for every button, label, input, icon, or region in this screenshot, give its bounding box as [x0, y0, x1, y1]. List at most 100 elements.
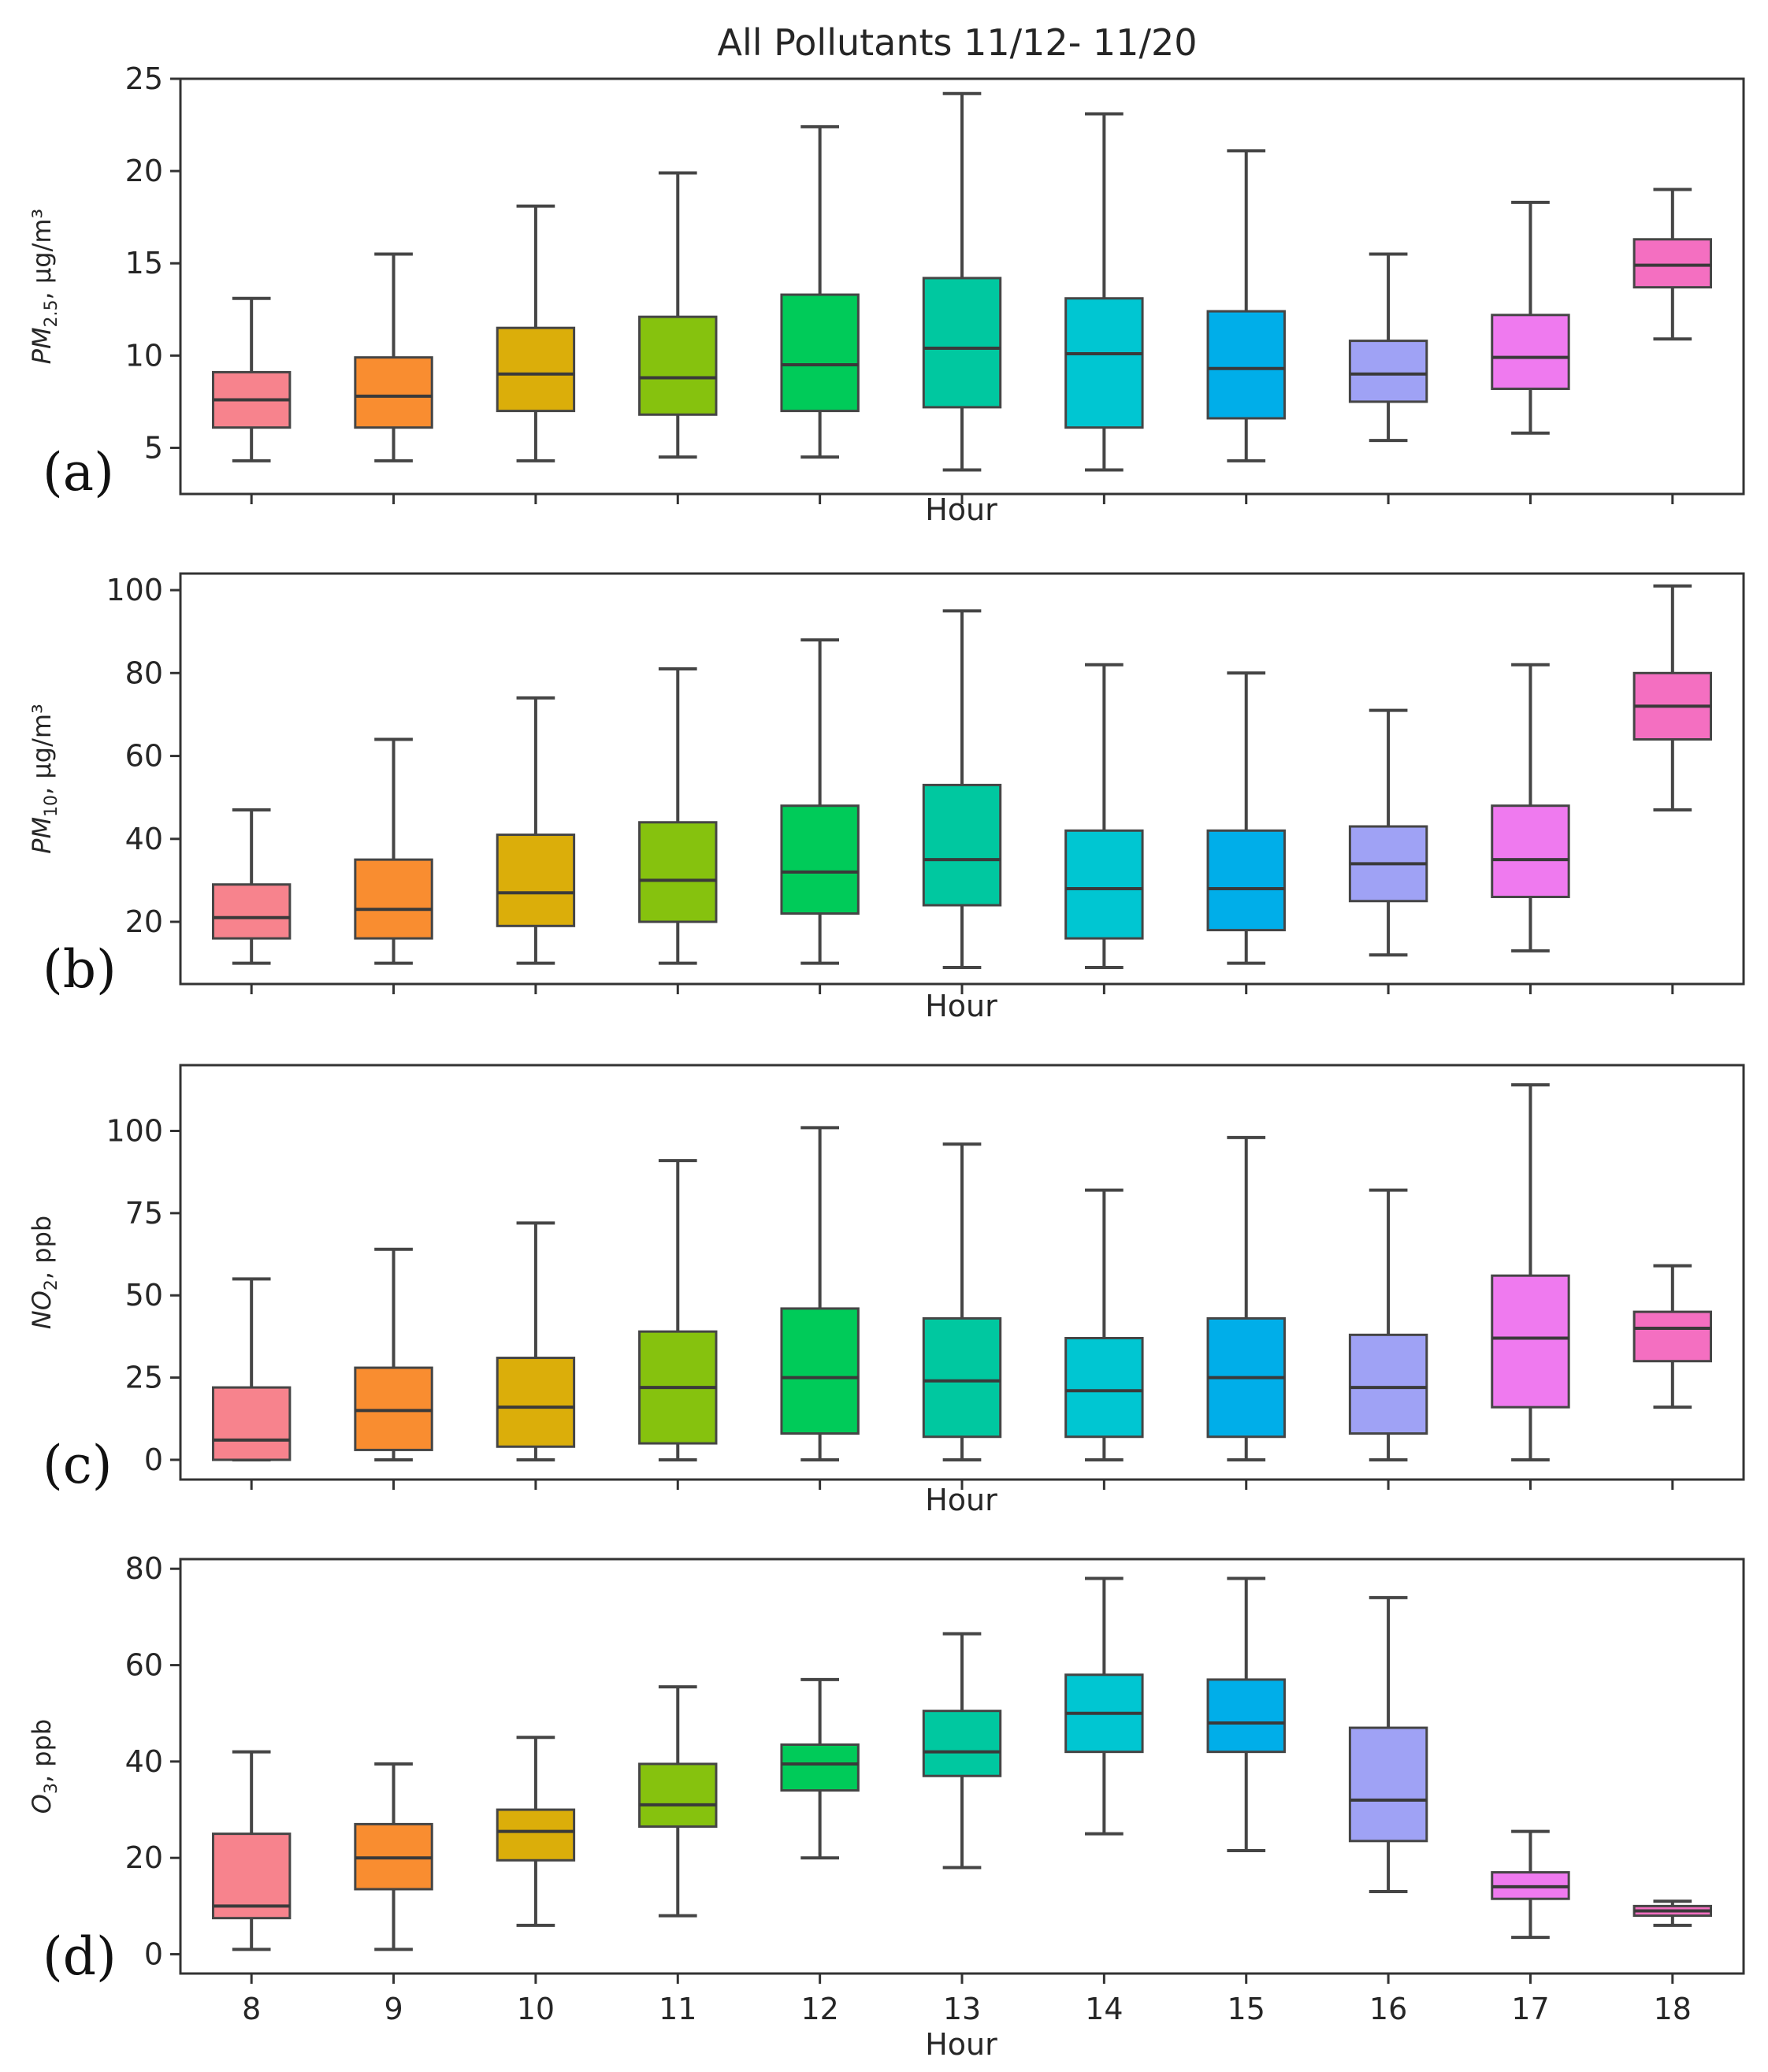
x-tick-label: 18 [1654, 1992, 1692, 2026]
y-tick-label: 40 [125, 1744, 163, 1779]
y-axis-label: PM2.5, μg/m³ [27, 209, 61, 365]
box-hour-13 [922, 1632, 1002, 1870]
box-iqr [354, 356, 433, 429]
box-iqr [1491, 1274, 1570, 1409]
x-axis-label: Hour [925, 492, 997, 527]
box-hour-14 [1064, 1576, 1144, 1836]
panel-b: 20 40 60 80 100 Hour PM10, μg/m³ (b) [27, 572, 1745, 1023]
box-hour-8 [211, 296, 292, 462]
box-hour-13 [922, 1142, 1002, 1461]
y-tick-label: 20 [125, 1840, 163, 1875]
x-tick-label: 12 [800, 1992, 838, 2026]
box-iqr [1632, 238, 1713, 289]
panel-c: 0 25 50 75 100 Hour NO2, ppb (c) [27, 1064, 1745, 1517]
y-axis-label-unit: , ppb [27, 1216, 57, 1279]
box-iqr [1491, 314, 1570, 390]
y-tick-label: 40 [125, 822, 163, 856]
box-hour-9 [354, 737, 433, 965]
box-hour-17 [1491, 663, 1570, 952]
box-hour-14 [1064, 112, 1144, 472]
y-axis-label-unit: , μg/m³ [27, 704, 57, 795]
panel-label: (c) [43, 1435, 112, 1495]
x-tick-label: 15 [1228, 1992, 1265, 2026]
box-hour-13 [922, 91, 1002, 472]
y-axis-label: PM10, μg/m³ [27, 704, 61, 854]
y-axis-label-unit: , ppb [27, 1719, 57, 1783]
panel-label: (d) [43, 1926, 117, 1987]
box-iqr [1206, 310, 1286, 420]
box-iqr [638, 315, 718, 416]
box-hour-9 [354, 1762, 433, 1951]
box-iqr [1064, 829, 1144, 940]
box-iqr [211, 1832, 292, 1920]
box-iqr [496, 1808, 576, 1862]
x-axis-label: Hour [925, 989, 997, 1023]
box-iqr [780, 293, 860, 413]
box-iqr [780, 1307, 860, 1435]
box-hour-14 [1064, 1188, 1144, 1461]
y-axis-label-sub: 2 [42, 1279, 61, 1290]
x-tick-label: 9 [384, 1992, 403, 2026]
box-hour-13 [922, 609, 1002, 969]
box-hour-11 [638, 1685, 718, 1918]
box-iqr [211, 1386, 292, 1461]
box-hour-15 [1206, 149, 1286, 462]
x-tick-label: 16 [1369, 1992, 1407, 2026]
box-iqr [1348, 1333, 1428, 1435]
box-iqr [354, 1366, 433, 1451]
y-tick-label: 5 [144, 430, 163, 465]
box-iqr [922, 277, 1002, 409]
y-axis-label: NO2, ppb [27, 1216, 61, 1329]
y-tick-label: 75 [125, 1196, 163, 1231]
x-axis-label: Hour [925, 1483, 997, 1517]
box-iqr [1064, 1336, 1144, 1439]
box-hour-17 [1491, 1829, 1570, 1940]
box-iqr [211, 883, 292, 940]
box-iqr [780, 1743, 860, 1792]
box-hour-18 [1632, 188, 1713, 341]
y-axis-label-sub: 3 [42, 1783, 61, 1794]
box-hour-11 [638, 667, 718, 965]
x-axis-label: Hour [925, 2027, 997, 2062]
box-iqr [1491, 804, 1570, 898]
box-hour-18 [1632, 1264, 1713, 1409]
box-hour-14 [1064, 663, 1144, 969]
box-hour-16 [1348, 252, 1428, 443]
panel-label: (b) [43, 939, 117, 1000]
panel-d: 0 20 40 60 80 8 9 10 11 12 13 14 15 16 17 18 Hour O3, ppb… [27, 1551, 1745, 2062]
y-tick-label: 60 [125, 1648, 163, 1683]
box-hour-15 [1206, 671, 1286, 965]
box-iqr [922, 1316, 1002, 1439]
box-hour-16 [1348, 1188, 1428, 1461]
box-hour-11 [638, 171, 718, 459]
y-tick-label: 25 [125, 61, 163, 96]
y-tick-label: 0 [144, 1937, 163, 1972]
y-tick-label: 15 [125, 246, 163, 280]
box-hour-8 [211, 1277, 292, 1461]
box-iqr [780, 804, 860, 915]
box-hour-17 [1491, 1083, 1570, 1461]
box-hour-16 [1348, 708, 1428, 957]
box-iqr [922, 783, 1002, 907]
box-hour-11 [638, 1159, 718, 1461]
box-iqr [1206, 829, 1286, 932]
y-axis-label-unit: , μg/m³ [27, 209, 57, 300]
box-iqr [1064, 297, 1144, 429]
y-tick-label: 80 [125, 1551, 163, 1586]
box-hour-12 [780, 1126, 860, 1461]
x-tick-label: 8 [242, 1992, 261, 2026]
box-hour-15 [1206, 1576, 1286, 1853]
y-tick-label: 10 [125, 338, 163, 373]
box-hour-12 [780, 638, 860, 965]
y-tick-label: 80 [125, 655, 163, 690]
y-axis-label-sub: 2.5 [42, 299, 61, 327]
y-tick-label: 100 [106, 573, 163, 607]
box-iqr [1206, 1678, 1286, 1754]
box-iqr [922, 1710, 1002, 1777]
y-tick-label: 50 [125, 1278, 163, 1313]
x-tick-label: 13 [943, 1992, 981, 2026]
y-tick-label: 20 [125, 154, 163, 188]
x-tick-label: 10 [517, 1992, 555, 2026]
